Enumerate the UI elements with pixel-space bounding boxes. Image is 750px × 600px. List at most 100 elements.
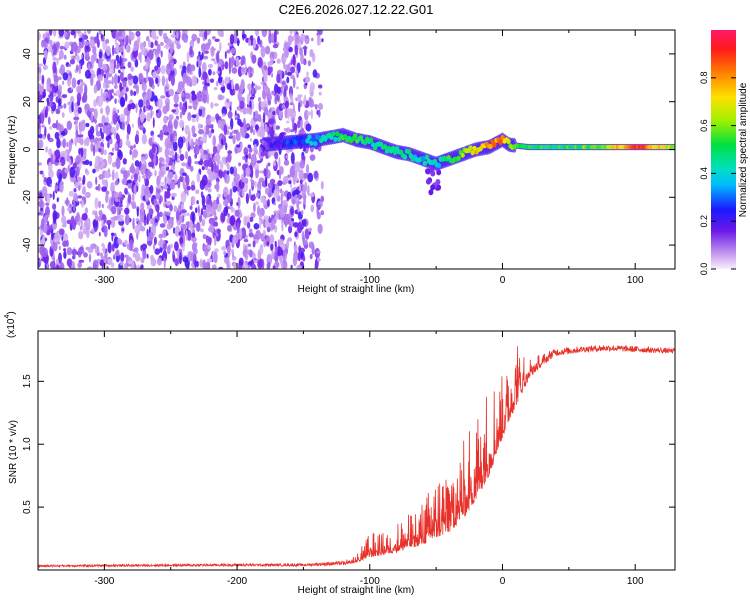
noise-cell <box>98 51 103 60</box>
noise-cell <box>208 68 212 76</box>
noise-cell <box>145 99 150 110</box>
noise-cell <box>89 160 93 167</box>
noise-cell <box>259 219 262 230</box>
noise-cell <box>269 234 275 245</box>
signal-core-cell <box>420 155 426 161</box>
noise-cell <box>213 155 217 162</box>
noise-cell <box>78 62 81 75</box>
noise-cell <box>201 52 204 60</box>
noise-cell <box>318 36 321 46</box>
noise-cell <box>291 192 297 205</box>
noise-cell <box>54 235 59 240</box>
noise-cell <box>238 91 241 104</box>
noise-cell <box>214 248 219 253</box>
noise-cell <box>194 144 200 155</box>
noise-cell <box>125 35 129 46</box>
noise-cell <box>122 158 127 165</box>
noise-cell <box>179 111 183 119</box>
noise-cell <box>257 57 263 68</box>
noise-cell <box>259 244 264 255</box>
noise-cell <box>111 76 114 86</box>
noise-cell <box>161 75 166 87</box>
noise-cell <box>214 38 220 42</box>
noise-cell <box>299 159 305 169</box>
signal-core-cell <box>313 141 318 147</box>
noise-cell <box>246 93 250 105</box>
colorbar-tick-label: 0.6 <box>699 119 709 132</box>
colorbar-tick-label: 0.0 <box>699 263 709 276</box>
noise-cell <box>162 185 169 190</box>
noise-cell <box>216 80 219 87</box>
noise-cell <box>169 180 176 190</box>
noise-cell <box>170 74 175 86</box>
noise-cell <box>203 85 208 90</box>
noise-cell <box>78 37 83 42</box>
noise-cell <box>210 128 215 134</box>
signal-core-cell <box>358 135 364 141</box>
signal-core-cell <box>436 162 441 168</box>
noise-cell <box>94 36 99 44</box>
noise-cell <box>226 162 230 170</box>
noise-cell <box>273 123 277 132</box>
noise-cell <box>71 77 77 89</box>
noise-cell <box>58 162 62 166</box>
noise-cell <box>202 55 209 60</box>
noise-cell <box>53 81 59 87</box>
noise-cell <box>260 150 266 157</box>
noise-cell <box>251 54 257 64</box>
noise-cell <box>298 116 302 121</box>
noise-cell <box>138 72 144 83</box>
noise-cell <box>145 62 149 70</box>
noise-cell <box>70 215 75 226</box>
noise-cell <box>50 245 55 249</box>
noise-cell <box>168 150 175 157</box>
noise-cell <box>182 172 187 176</box>
noise-cell <box>60 130 66 137</box>
signal-core-cell <box>671 144 675 150</box>
noise-cell <box>312 69 318 78</box>
noise-cell <box>110 218 116 228</box>
noise-cell <box>42 90 47 98</box>
noise-cell <box>75 124 79 131</box>
noise-cell <box>66 120 73 131</box>
noise-cell <box>97 123 104 128</box>
noise-cell <box>62 240 67 248</box>
noise-cell <box>213 221 219 227</box>
noise-cell <box>179 252 182 265</box>
noise-cell <box>174 173 178 184</box>
noise-cell <box>278 157 281 169</box>
noise-cell <box>289 92 292 99</box>
noise-cell <box>45 206 50 218</box>
noise-cell <box>87 30 91 35</box>
noise-cell <box>71 249 78 256</box>
noise-cell <box>244 123 250 128</box>
noise-cell <box>114 98 117 104</box>
noise-cell <box>94 197 99 210</box>
noise-cell <box>261 76 265 82</box>
noise-cell <box>250 179 255 187</box>
noise-cell <box>105 38 110 44</box>
noise-cell <box>214 103 219 107</box>
x-tick-label: -100 <box>360 275 380 286</box>
noise-cell <box>286 239 290 250</box>
signal-core-cell <box>422 160 427 166</box>
noise-cell <box>224 197 228 207</box>
noise-cell <box>227 245 231 253</box>
noise-cell <box>273 201 276 206</box>
noise-cell <box>38 200 44 208</box>
noise-cell <box>114 191 119 198</box>
noise-cell <box>196 172 201 183</box>
noise-cell <box>227 126 232 130</box>
noise-cell <box>166 222 172 230</box>
x-tick-label: 0 <box>500 576 506 587</box>
noise-cell <box>191 242 197 252</box>
noise-cell <box>72 162 77 169</box>
noise-cell <box>202 107 206 112</box>
noise-cell <box>212 264 217 269</box>
noise-cell <box>227 213 230 218</box>
noise-cell <box>119 55 122 66</box>
noise-cell <box>307 227 312 232</box>
noise-cell <box>58 252 62 264</box>
noise-cell <box>218 266 224 269</box>
noise-cell <box>95 155 99 168</box>
